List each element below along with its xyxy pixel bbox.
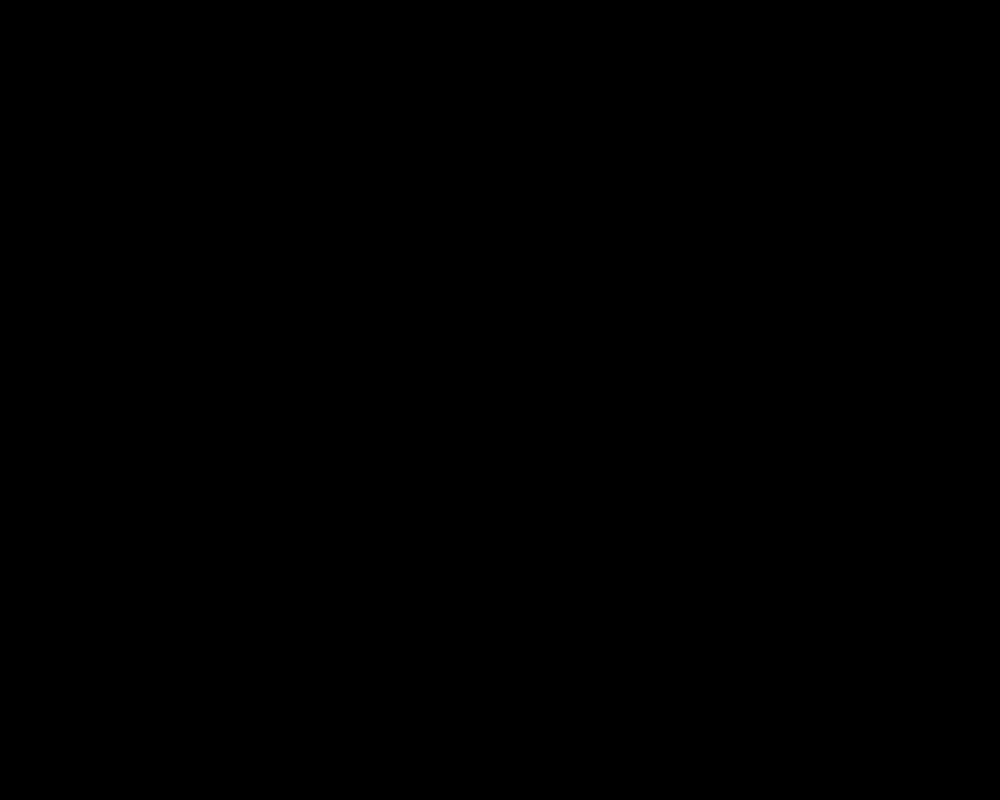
word-cloud — [0, 0, 1000, 800]
